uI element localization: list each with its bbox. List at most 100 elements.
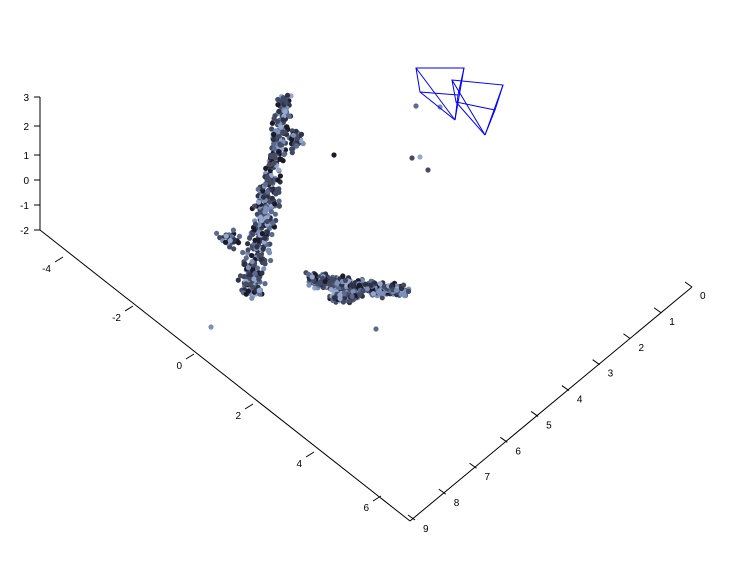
point — [249, 259, 255, 265]
point — [272, 211, 278, 217]
point — [267, 177, 273, 183]
y-axis: 0 1 2 3 4 5 6 7 8 9 — [407, 281, 706, 535]
point — [235, 240, 242, 246]
point — [393, 287, 400, 293]
point — [357, 292, 363, 298]
point — [278, 142, 284, 148]
point — [269, 126, 275, 132]
z-tick-label: 1 — [23, 151, 29, 162]
point — [356, 282, 362, 288]
point — [251, 203, 257, 209]
point — [425, 167, 431, 173]
point — [247, 272, 253, 278]
point — [360, 288, 366, 294]
point — [243, 281, 249, 287]
point-cloud — [208, 92, 443, 332]
y-tick — [561, 385, 570, 391]
x-axis-line — [39, 229, 411, 522]
camera-ray — [455, 101, 486, 136]
point — [254, 211, 260, 217]
point — [276, 198, 282, 204]
point — [276, 167, 282, 173]
point — [259, 270, 265, 276]
point — [326, 280, 332, 287]
point — [259, 231, 265, 237]
y-tick — [653, 307, 662, 314]
point — [328, 287, 334, 293]
point — [254, 265, 261, 271]
point — [249, 252, 255, 259]
point — [283, 99, 289, 105]
point — [276, 202, 282, 209]
point — [337, 295, 343, 302]
point — [375, 289, 382, 295]
y-tick — [500, 436, 508, 443]
z-axis: -2 -1 0 1 2 3 — [20, 93, 41, 237]
point — [268, 257, 274, 264]
point — [272, 155, 278, 161]
x-tick-label: 4 — [296, 459, 302, 470]
point — [280, 129, 286, 135]
point — [270, 220, 276, 226]
point — [252, 221, 259, 227]
y-tick — [469, 462, 477, 469]
camera-frustums — [415, 67, 504, 136]
point — [263, 181, 269, 187]
point — [236, 233, 243, 239]
x-tick-label: -4 — [42, 264, 51, 275]
point — [305, 271, 312, 277]
y-tick-label: 0 — [700, 291, 706, 302]
point — [332, 295, 338, 301]
point — [370, 291, 376, 297]
y-ticks: 0 1 2 3 4 5 6 7 8 9 — [407, 281, 706, 535]
point — [298, 131, 305, 137]
point — [264, 189, 271, 195]
point — [364, 286, 370, 292]
point — [276, 108, 282, 114]
camera-base — [415, 67, 465, 96]
point — [277, 156, 283, 162]
y-tick-label: 6 — [515, 446, 521, 457]
x-tick-label: 0 — [176, 361, 182, 372]
point — [269, 120, 275, 126]
point — [276, 149, 282, 155]
point — [252, 270, 258, 276]
point — [252, 237, 258, 243]
point — [267, 162, 273, 168]
point — [294, 136, 300, 142]
point — [362, 281, 368, 288]
x-ticks: -4 -2 0 2 4 6 — [42, 256, 382, 514]
point — [251, 276, 257, 282]
point — [270, 136, 276, 143]
point — [373, 326, 379, 332]
point — [227, 244, 233, 250]
point — [334, 280, 340, 286]
x-tick — [124, 305, 134, 312]
x-tick — [244, 403, 254, 410]
point — [275, 129, 281, 135]
point — [260, 194, 267, 200]
point — [348, 282, 354, 288]
z-tick-label: -2 — [20, 226, 29, 237]
point — [231, 237, 237, 243]
x-tick — [305, 451, 315, 458]
y-tick-label: 4 — [577, 395, 583, 406]
point — [294, 143, 300, 149]
point — [406, 288, 412, 294]
z-tick-label: 3 — [23, 93, 29, 104]
y-tick — [684, 281, 693, 288]
point — [409, 155, 415, 161]
camera-ray — [484, 109, 496, 136]
point — [280, 117, 286, 123]
point — [342, 277, 349, 283]
point — [256, 287, 262, 293]
x-tick — [54, 256, 64, 263]
point — [398, 286, 405, 292]
y-tick-label: 7 — [485, 472, 491, 483]
point — [249, 295, 255, 301]
point — [264, 218, 270, 225]
y-tick-label: 8 — [454, 498, 460, 509]
x-tick-label: -2 — [112, 313, 121, 324]
point — [331, 152, 337, 158]
